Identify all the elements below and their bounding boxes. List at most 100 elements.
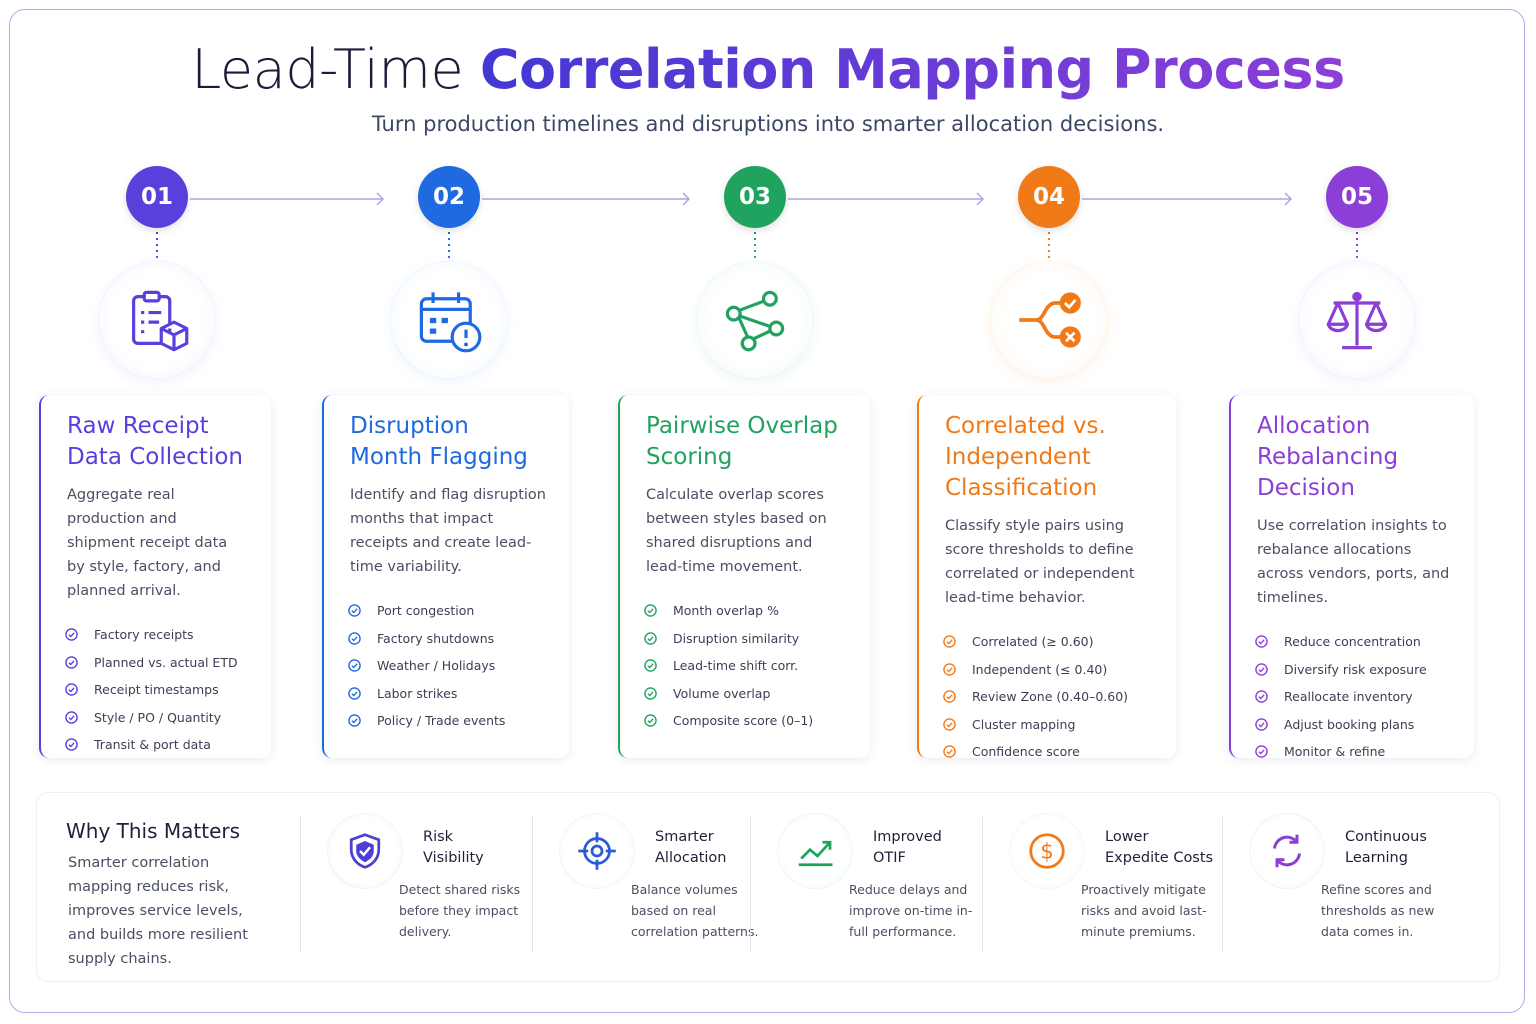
benefit-icon: $ [1009, 813, 1085, 889]
icon [725, 290, 785, 352]
why-section: Why This Matters Smarter correlation map… [36, 792, 1500, 982]
why-title: Why This Matters [66, 819, 241, 843]
step-item: Review Zone (0.40–0.60) [943, 683, 1154, 711]
step-icon [391, 262, 507, 378]
check-icon [943, 745, 956, 759]
check-icon [1255, 690, 1268, 704]
title-highlight: Correlation Mapping Process [479, 38, 1345, 101]
step-title: Correlated vs. Independent Classificatio… [945, 413, 1106, 501]
title-lead: Lead-Time [191, 38, 464, 101]
separator [982, 817, 983, 952]
step-items: Port congestion Factory shutdowns Weather … [348, 597, 547, 735]
svg-text:$: $ [1040, 840, 1054, 865]
benefit-title: Improved OTIF [873, 829, 942, 866]
frame [9, 9, 1525, 1013]
arrow [976, 192, 985, 206]
step-item-text: Planned vs. actual ETD [94, 654, 238, 670]
check-icon [65, 628, 78, 642]
check-icon [65, 655, 78, 669]
check-icon [65, 710, 78, 724]
check-icon [348, 659, 361, 673]
check-icon [644, 686, 657, 700]
benefit-icon [777, 813, 853, 889]
step-description: Classify style pairs using score thresho… [945, 518, 1135, 606]
benefit-title: Lower Expedite Costs [1105, 829, 1214, 866]
check-icon [1255, 635, 1268, 649]
step-item: Weather / Holidays [348, 652, 547, 680]
icon [419, 292, 482, 353]
step-item: Style / PO / Quantity [65, 704, 249, 732]
step-item-text: Month overlap % [673, 603, 779, 619]
check-icon [65, 683, 78, 697]
step-item-text: Factory shutdowns [377, 630, 495, 646]
step-item: Receipt timestamps [65, 676, 249, 704]
step-item: Reallocate inventory [1255, 683, 1452, 711]
separator [532, 817, 533, 952]
step-card: Disruption Month Flagging Identify and fl… [322, 395, 569, 758]
step-title: Raw Receipt Data Collection [67, 413, 243, 470]
icon [132, 290, 189, 352]
check-icon [1255, 717, 1268, 731]
step-item-text: Adjust booking plans [1284, 716, 1415, 732]
benefit-title: Continuous Learning [1345, 829, 1427, 866]
step-number: 05 [1326, 166, 1388, 228]
step-number: 02 [418, 166, 480, 228]
step-card: Pairwise Overlap Scoring Calculate overla… [618, 395, 870, 758]
step-icon [1299, 262, 1415, 378]
check-icon [943, 690, 956, 704]
step-items: Factory receipts Planned vs. actual ETD Re… [65, 621, 249, 759]
check-icon [644, 714, 657, 728]
check-icon [943, 717, 956, 731]
step-item-text: Labor strikes [377, 685, 458, 701]
step-item-text: Independent (≤ 0.40) [972, 661, 1108, 677]
benefit-description: Balance volumes based on real correlatio… [631, 882, 759, 939]
subtitle: Turn production timelines and disruption… [371, 112, 1165, 136]
icon [578, 832, 616, 870]
step-item-text: Transit & port data [94, 737, 211, 753]
step-item-text: Cluster mapping [972, 716, 1076, 732]
step-items: Correlated (≥ 0.60) Independent (≤ 0.40) R… [943, 628, 1154, 766]
separator [300, 817, 301, 952]
check-icon [644, 604, 657, 618]
step-card: Raw Receipt Data Collection Aggregate rea… [39, 395, 271, 758]
step-number: 03 [724, 166, 786, 228]
check-icon [644, 631, 657, 645]
step-item-text: Factory receipts [94, 627, 194, 643]
benefit-description: Proactively mitigate risks and avoid las… [1081, 882, 1207, 939]
benefit-icon [1249, 813, 1325, 889]
step-item: Monitor & refine [1255, 738, 1452, 766]
step-item: Confidence score [943, 738, 1154, 766]
step-item: Composite score (0–1) [644, 707, 848, 735]
step-item: Cluster mapping [943, 711, 1154, 739]
step-icon [697, 262, 813, 378]
step-item-text: Disruption similarity [673, 630, 800, 646]
step-item-text: Policy / Trade events [377, 713, 506, 729]
step-item-text: Reduce concentration [1284, 634, 1421, 650]
check-icon [348, 714, 361, 728]
benefit-icon [327, 813, 403, 889]
step-title: Allocation Rebalancing Decision [1257, 413, 1399, 501]
separator [1222, 817, 1223, 952]
check-icon [348, 604, 361, 618]
check-icon [65, 738, 78, 752]
step-description: Identify and flag disruption months that… [350, 487, 546, 575]
step-item-text: Volume overlap [673, 685, 771, 701]
step-item: Correlated (≥ 0.60) [943, 628, 1154, 656]
step-item-text: Review Zone (0.40–0.60) [972, 689, 1129, 705]
benefit-title: Risk Visibility [423, 829, 484, 866]
step-item: Volume overlap [644, 680, 848, 708]
check-icon [644, 659, 657, 673]
step-item-text: Port congestion [377, 603, 475, 619]
benefit-description: Reduce delays and improve on-time in-ful… [849, 882, 973, 939]
step-item: Labor strikes [348, 680, 547, 708]
connectors [156, 192, 1358, 262]
step-card: Allocation Rebalancing Decision Use corre… [1229, 395, 1474, 759]
step-item: Transit & port data [65, 731, 249, 759]
step-icon [991, 262, 1107, 378]
title: Lead-Time Correlation Mapping Process [0, 38, 1536, 101]
benefit-description: Detect shared risks before they impact d… [399, 882, 521, 939]
step-item: Disruption similarity [644, 625, 848, 653]
step-item: Planned vs. actual ETD [65, 649, 249, 677]
check-icon [348, 631, 361, 645]
